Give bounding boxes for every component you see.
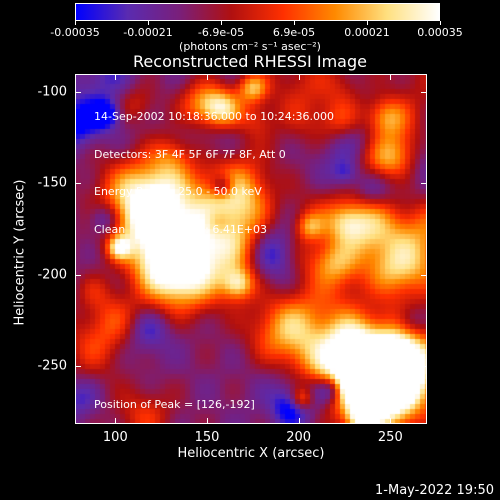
peak-position: Position of Peak = [126,-192] bbox=[94, 398, 255, 411]
colorbar-tick-label: 0.00035 bbox=[417, 26, 463, 39]
y-tick bbox=[75, 274, 81, 276]
x-tick-label: 150 bbox=[194, 430, 220, 445]
y-tick-label: -200 bbox=[37, 267, 67, 283]
x-tick bbox=[207, 418, 208, 424]
info-detectors: Detectors: 3F 4F 5F 6F 7F 8F, Att 0 bbox=[94, 147, 286, 161]
x-tick bbox=[207, 74, 208, 80]
info-counts: Clean Total counts: 6.41E+03 bbox=[94, 222, 268, 236]
observation-info: 14-Sep-2002 10:18:36.000 to 10:24:36.000… bbox=[94, 86, 334, 249]
y-tick bbox=[421, 274, 427, 276]
colorbar-tick-label: 0.00021 bbox=[344, 26, 390, 39]
colorbar bbox=[75, 3, 440, 21]
x-tick bbox=[115, 74, 117, 80]
colorbar-tick-label: 6.9e-05 bbox=[272, 26, 316, 39]
y-tick bbox=[75, 365, 81, 367]
rhessi-image bbox=[75, 74, 427, 424]
colorbar-tick bbox=[221, 21, 222, 25]
x-tick bbox=[298, 74, 300, 80]
image-title: Reconstructed RHESSI Image bbox=[133, 52, 367, 71]
colorbar-tick-label: -0.00021 bbox=[123, 26, 173, 39]
x-tick-label: 200 bbox=[286, 430, 312, 445]
colorbar-tick bbox=[148, 21, 149, 25]
x-tick bbox=[390, 418, 392, 424]
y-axis-label: Heliocentric Y (arcsec) bbox=[12, 179, 28, 326]
colorbar-tick bbox=[440, 21, 441, 25]
info-energy: Energy Range: 25.0 - 50.0 keV bbox=[94, 185, 262, 198]
colorbar-tick bbox=[367, 21, 368, 25]
colorbar-tick bbox=[75, 21, 76, 25]
timestamp: 1-May-2022 19:50 bbox=[375, 483, 494, 498]
colorbar-unit-label: (photons cm⁻² s⁻¹ asec⁻²) bbox=[179, 40, 321, 53]
y-tick bbox=[421, 365, 427, 367]
colorbar-tick-label: -6.9e-05 bbox=[197, 26, 245, 39]
y-tick-label: -250 bbox=[37, 358, 67, 374]
info-time: 14-Sep-2002 10:18:36.000 to 10:24:36.000 bbox=[94, 110, 334, 123]
x-tick-label: 250 bbox=[377, 430, 403, 445]
x-tick bbox=[115, 418, 117, 424]
y-tick-label: -150 bbox=[37, 175, 67, 191]
colorbar-tick bbox=[294, 21, 295, 25]
x-axis-label: Heliocentric X (arcsec) bbox=[177, 446, 325, 461]
y-tick bbox=[75, 183, 81, 185]
y-tick bbox=[421, 183, 427, 185]
x-tick bbox=[390, 74, 392, 80]
x-tick bbox=[298, 418, 300, 424]
y-tick bbox=[421, 92, 427, 94]
y-tick-label: -100 bbox=[37, 84, 67, 100]
y-tick bbox=[75, 92, 81, 94]
colorbar-tick-label: -0.00035 bbox=[50, 26, 100, 39]
x-tick-label: 100 bbox=[102, 430, 128, 445]
